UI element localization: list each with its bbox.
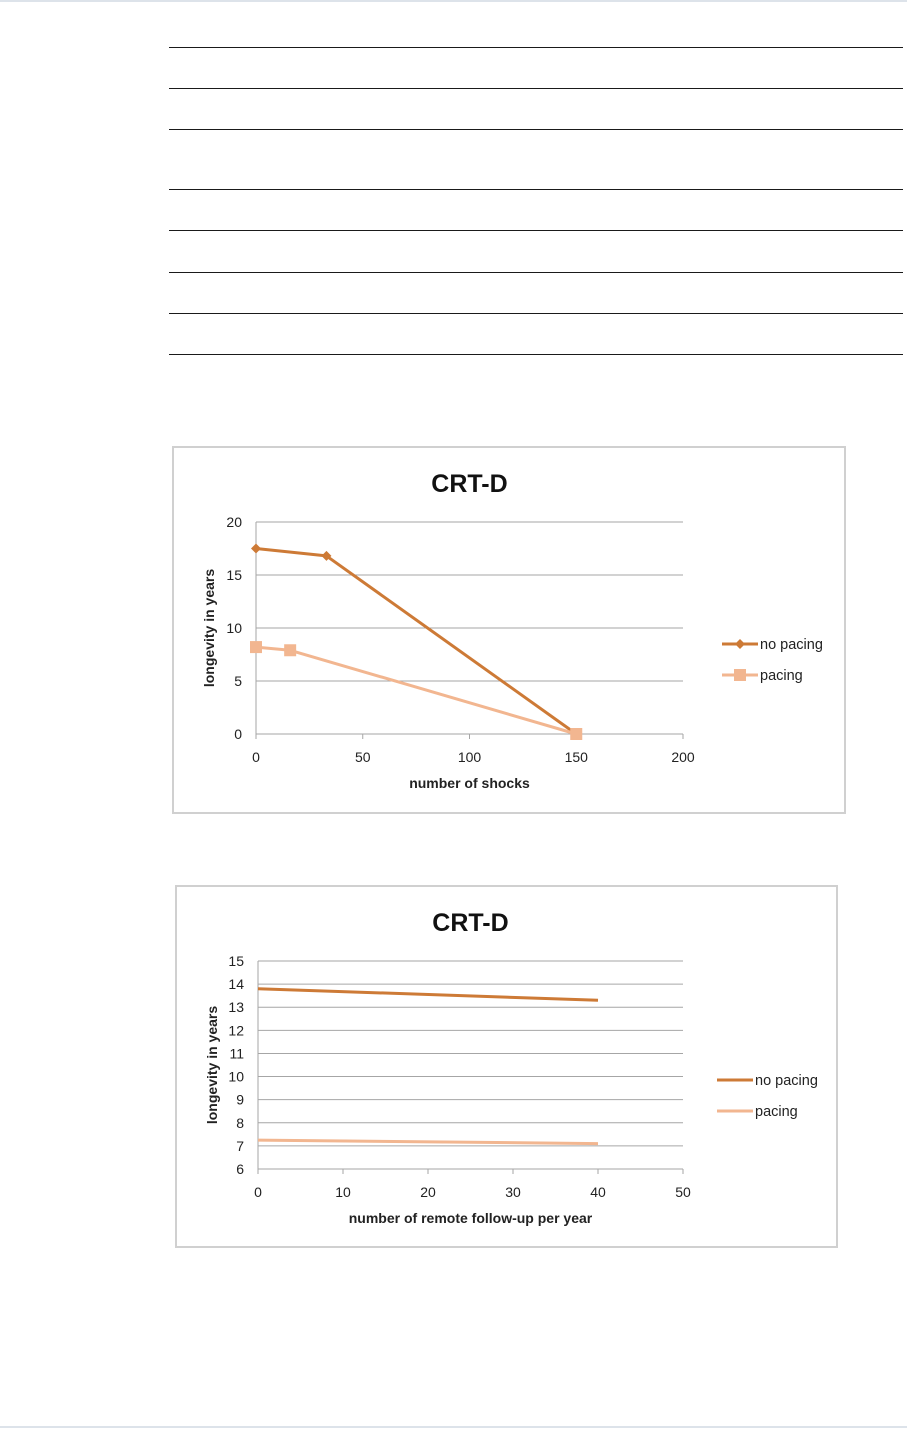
x-tick-label: 150 bbox=[565, 749, 589, 765]
y-tick-label: 13 bbox=[228, 999, 244, 1015]
table-rule bbox=[169, 189, 903, 190]
x-tick-label: 40 bbox=[590, 1184, 606, 1200]
chart-shocks: CRT-D 0 5 10 15 20 0 50 100 150 200 number of shock… bbox=[172, 446, 846, 814]
y-tick-label: 15 bbox=[228, 953, 244, 969]
y-tick-label: 6 bbox=[236, 1161, 244, 1177]
y-tick-label: 14 bbox=[228, 976, 244, 992]
table-rule bbox=[169, 129, 903, 130]
page-bottom-border bbox=[0, 1426, 907, 1428]
series-line-no-pacing bbox=[257, 987, 599, 1002]
chart-remote-followup: CRT-D 6 7 8 9 10 11 12 13 14 15 0 10 20 30 40 50 number o… bbox=[175, 885, 838, 1248]
y-tick-label: 12 bbox=[228, 1022, 244, 1038]
y-tick-label: 9 bbox=[236, 1092, 244, 1108]
y-tick-label: 5 bbox=[234, 673, 242, 689]
y-tick-label: 8 bbox=[236, 1115, 244, 1131]
y-tick-label: 11 bbox=[229, 1045, 244, 1061]
table-rule bbox=[169, 230, 903, 231]
legend-label: no pacing bbox=[755, 1073, 818, 1089]
x-tick-label: 50 bbox=[675, 1184, 691, 1200]
data-point-square bbox=[250, 641, 262, 654]
data-point-diamond bbox=[321, 550, 332, 561]
y-tick-label: 10 bbox=[226, 620, 242, 636]
y-tick-label: 0 bbox=[234, 726, 242, 742]
x-tick-label: 0 bbox=[254, 1184, 262, 1200]
legend-label: pacing bbox=[755, 1104, 798, 1120]
table-rule bbox=[169, 313, 903, 314]
legend-marker-square bbox=[734, 669, 746, 681]
x-tick-label: 20 bbox=[420, 1184, 436, 1200]
y-tick-label: 20 bbox=[226, 514, 242, 530]
chart-title: CRT-D bbox=[431, 470, 507, 498]
x-tick-label: 30 bbox=[505, 1184, 521, 1200]
page-top-border bbox=[0, 0, 907, 2]
chart-title: CRT-D bbox=[432, 909, 508, 937]
x-tick-label: 0 bbox=[252, 749, 260, 765]
table-rule bbox=[169, 354, 903, 355]
series-line-pacing bbox=[255, 645, 577, 736]
x-tick-label: 50 bbox=[355, 749, 371, 765]
y-axis-label: longevity in years bbox=[204, 1006, 220, 1124]
series-line-no-pacing bbox=[255, 547, 578, 736]
table-rule bbox=[169, 47, 903, 48]
series-line-pacing bbox=[257, 1138, 599, 1146]
y-tick-label: 10 bbox=[228, 1069, 244, 1085]
y-axis-label: longevity in years bbox=[201, 569, 217, 687]
x-tick-label: 100 bbox=[458, 749, 482, 765]
chart-remote-followup-svg: CRT-D 6 7 8 9 10 11 12 13 14 15 0 10 20 30 40 50 number o… bbox=[204, 909, 818, 1226]
y-tick-label: 15 bbox=[226, 567, 242, 583]
legend-marker-diamond bbox=[735, 639, 745, 649]
table-rule bbox=[169, 88, 903, 89]
x-axis-label: number of shocks bbox=[409, 775, 530, 791]
legend-label: pacing bbox=[760, 668, 803, 684]
data-point-diamond bbox=[251, 543, 261, 554]
data-point-square bbox=[570, 728, 583, 740]
table-rule bbox=[169, 272, 903, 273]
data-point-square bbox=[284, 644, 297, 657]
x-tick-label: 10 bbox=[335, 1184, 351, 1200]
x-axis-label: number of remote follow-up per year bbox=[349, 1210, 593, 1226]
legend-label: no pacing bbox=[760, 637, 823, 653]
x-tick-label: 200 bbox=[671, 749, 695, 765]
y-tick-label: 7 bbox=[236, 1138, 244, 1154]
